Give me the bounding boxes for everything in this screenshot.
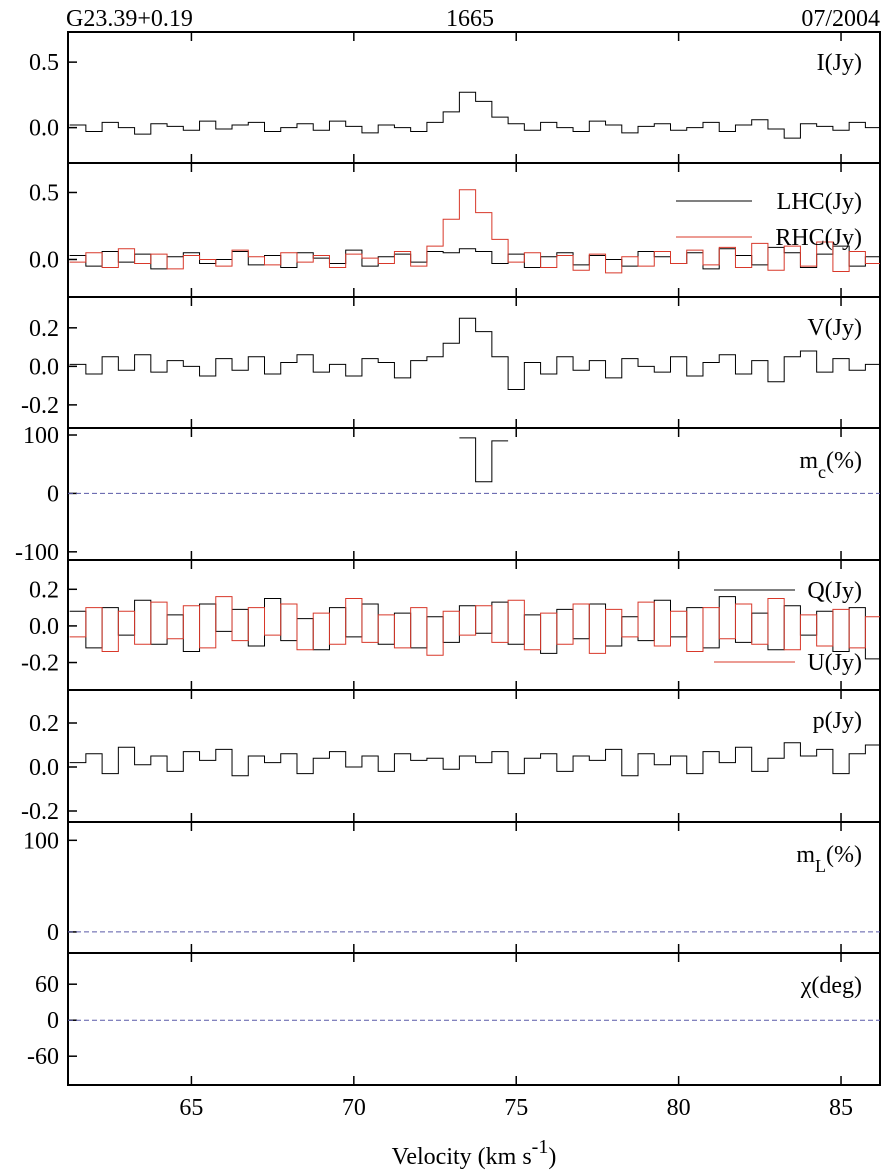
y-tick-label: 0.5 <box>29 180 59 206</box>
panel-label-sub: c <box>818 462 826 482</box>
y-tick-label: 0.0 <box>29 354 59 380</box>
panel-label-end: (%) <box>826 448 862 474</box>
y-tick-label: 100 <box>23 828 59 854</box>
x-tick-label: 80 <box>667 1095 691 1121</box>
x-tick-label: 65 <box>179 1095 203 1121</box>
panel-label-end: (%) <box>826 842 862 868</box>
legend-label: RHC(Jy) <box>775 225 862 251</box>
y-tick-label: 0 <box>47 481 59 507</box>
y-tick-label: -0.2 <box>21 651 59 677</box>
y-tick-label: 0.2 <box>29 577 59 603</box>
y-tick-label: -100 <box>15 540 59 566</box>
y-tick-label: 0.2 <box>29 316 59 342</box>
x-axis-title-sup: -1 <box>532 1136 549 1158</box>
panel-frame <box>67 821 881 954</box>
y-tick-label: 60 <box>35 972 59 998</box>
panel-label: χ(deg) <box>800 973 862 999</box>
y-tick-label: 100 <box>23 423 59 449</box>
chart-title: 1665 <box>446 6 494 32</box>
panel-label: mL(%) <box>796 842 862 876</box>
y-tick-label: -0.2 <box>21 393 59 419</box>
y-tick-label: 0.0 <box>29 247 59 273</box>
spectrum-line <box>69 189 880 274</box>
panel-label-sub: L <box>815 856 826 876</box>
x-axis-title-end: ) <box>548 1144 556 1170</box>
x-tick-label: 85 <box>829 1095 853 1121</box>
y-tick-label: 0.0 <box>29 755 59 781</box>
legend-label: Q(Jy) <box>807 578 862 604</box>
spectrum-line <box>69 91 880 139</box>
panel-label-main: m <box>799 448 818 474</box>
spectrum-line <box>69 245 880 270</box>
panel-label: p(Jy) <box>813 708 862 734</box>
x-tick-label: 75 <box>504 1095 528 1121</box>
panel-label-main: χ(deg) <box>800 973 862 999</box>
spectrum-line <box>69 317 880 390</box>
panel-frame <box>67 559 881 691</box>
y-tick-label: 0.0 <box>29 116 59 142</box>
y-tick-label: -60 <box>27 1044 59 1070</box>
panel-label: V(Jy) <box>807 315 862 341</box>
header-left: G23.39+0.19 <box>66 6 193 32</box>
legend-label: U(Jy) <box>807 650 862 676</box>
panel-frame <box>67 427 881 561</box>
x-axis-title-main: Velocity (km s <box>392 1144 532 1170</box>
panel-label-main: m <box>796 842 815 868</box>
panel-frame <box>67 296 881 429</box>
y-tick-label: 0.5 <box>29 50 59 76</box>
y-tick-label: 0 <box>47 920 59 946</box>
y-tick-label: 0 <box>47 1008 59 1034</box>
panel-label: mc(%) <box>799 448 862 482</box>
spectrum-line <box>69 742 880 777</box>
panel-frame <box>67 952 881 1086</box>
x-axis-title: Velocity (km s-1) <box>392 1136 557 1170</box>
header-right: 07/2004 <box>801 6 880 32</box>
panel-frame <box>67 31 881 164</box>
legend-label: LHC(Jy) <box>777 189 862 215</box>
y-tick-label: -0.2 <box>21 799 59 825</box>
y-tick-label: 0.2 <box>29 711 59 737</box>
panel-frame <box>67 162 881 298</box>
spectrum-line <box>69 596 880 656</box>
spectrum-line <box>459 437 509 483</box>
panel-label: I(Jy) <box>817 50 862 76</box>
x-tick-label: 70 <box>342 1095 366 1121</box>
y-tick-label: 0.0 <box>29 614 59 640</box>
